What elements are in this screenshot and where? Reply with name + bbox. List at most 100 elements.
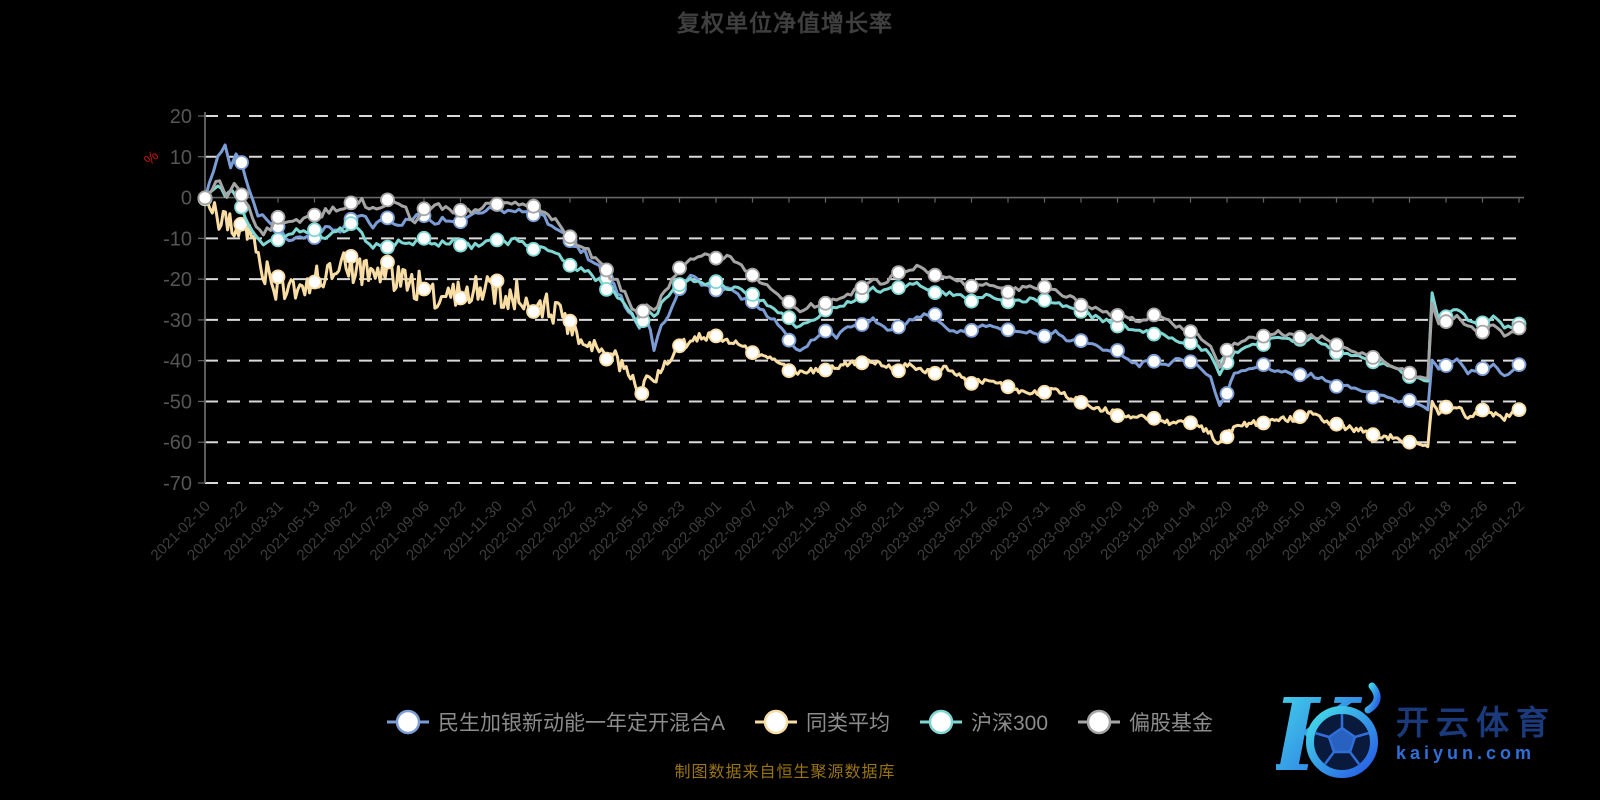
- series-markers-equity-fund[interactable]: [197, 187, 1527, 381]
- data-point-marker[interactable]: [526, 198, 541, 214]
- data-point-marker[interactable]: [781, 332, 797, 348]
- data-point-marker[interactable]: [1438, 358, 1454, 373]
- data-point-marker[interactable]: [1329, 337, 1344, 353]
- data-point-marker[interactable]: [1000, 322, 1016, 338]
- data-point-marker[interactable]: [1146, 353, 1162, 369]
- data-point-marker[interactable]: [1183, 415, 1198, 431]
- data-point-marker[interactable]: [1110, 343, 1125, 358]
- data-point-marker[interactable]: [1146, 326, 1162, 342]
- data-point-marker[interactable]: [745, 345, 760, 361]
- data-point-marker[interactable]: [634, 386, 650, 401]
- data-point-marker[interactable]: [1511, 402, 1527, 418]
- data-point-marker[interactable]: [416, 281, 432, 297]
- data-point-marker[interactable]: [599, 281, 614, 297]
- data-point-marker[interactable]: [1000, 284, 1016, 300]
- data-point-marker[interactable]: [854, 280, 870, 296]
- data-point-marker[interactable]: [1365, 389, 1381, 405]
- data-point-marker[interactable]: [307, 274, 322, 290]
- data-point-marker[interactable]: [1183, 324, 1198, 340]
- data-point-marker[interactable]: [526, 241, 541, 257]
- legend-item-fund[interactable]: 民生加银新动能一年定开混合A: [386, 707, 725, 737]
- data-point-marker[interactable]: [1146, 410, 1162, 426]
- data-point-marker[interactable]: [891, 265, 906, 281]
- data-point-marker[interactable]: [781, 310, 797, 326]
- data-point-marker[interactable]: [927, 285, 943, 301]
- data-point-marker[interactable]: [891, 319, 906, 335]
- data-point-marker[interactable]: [854, 317, 870, 332]
- data-point-marker[interactable]: [453, 237, 468, 253]
- data-point-marker[interactable]: [307, 222, 322, 238]
- data-point-marker[interactable]: [708, 328, 724, 344]
- data-point-marker[interactable]: [562, 313, 578, 329]
- data-point-marker[interactable]: [964, 375, 979, 391]
- data-point-marker[interactable]: [234, 155, 249, 170]
- data-point-marker[interactable]: [1219, 386, 1235, 401]
- data-point-marker[interactable]: [489, 273, 505, 289]
- data-point-marker[interactable]: [343, 195, 359, 211]
- data-point-marker[interactable]: [453, 290, 468, 306]
- data-point-marker[interactable]: [1037, 328, 1052, 344]
- data-point-marker[interactable]: [708, 274, 724, 290]
- legend-item-peer-average[interactable]: 同类平均: [754, 707, 890, 737]
- data-point-marker[interactable]: [562, 257, 578, 273]
- data-point-marker[interactable]: [1438, 399, 1454, 415]
- data-point-marker[interactable]: [964, 293, 979, 309]
- data-point-marker[interactable]: [380, 210, 395, 226]
- data-point-marker[interactable]: [1110, 307, 1125, 323]
- data-point-marker[interactable]: [270, 269, 286, 285]
- data-point-marker[interactable]: [1292, 367, 1308, 383]
- data-point-marker[interactable]: [1292, 329, 1308, 345]
- data-point-marker[interactable]: [927, 267, 943, 283]
- data-point-marker[interactable]: [234, 187, 249, 203]
- data-point-marker[interactable]: [964, 278, 979, 294]
- data-point-marker[interactable]: [1292, 409, 1308, 425]
- data-point-marker[interactable]: [1219, 342, 1235, 358]
- data-point-marker[interactable]: [1475, 324, 1490, 340]
- data-point-marker[interactable]: [1073, 394, 1089, 410]
- data-point-marker[interactable]: [818, 362, 833, 378]
- data-point-marker[interactable]: [818, 295, 833, 311]
- data-point-marker[interactable]: [1073, 297, 1089, 313]
- data-point-marker[interactable]: [1037, 384, 1052, 400]
- data-point-marker[interactable]: [1256, 328, 1271, 344]
- data-point-marker[interactable]: [1365, 349, 1381, 365]
- data-point-marker[interactable]: [1000, 379, 1016, 395]
- data-point-marker[interactable]: [745, 286, 760, 302]
- data-point-marker[interactable]: [818, 323, 833, 339]
- data-point-marker[interactable]: [489, 232, 505, 248]
- data-point-marker[interactable]: [343, 248, 359, 264]
- data-point-marker[interactable]: [672, 338, 687, 354]
- data-point-marker[interactable]: [1037, 292, 1052, 308]
- data-point-marker[interactable]: [197, 190, 213, 206]
- data-point-marker[interactable]: [672, 260, 687, 276]
- data-point-marker[interactable]: [781, 363, 797, 379]
- data-point-marker[interactable]: [1329, 416, 1344, 432]
- data-point-marker[interactable]: [1256, 357, 1271, 373]
- data-point-marker[interactable]: [1438, 314, 1454, 330]
- data-point-marker[interactable]: [854, 355, 870, 371]
- data-point-marker[interactable]: [1365, 427, 1381, 443]
- data-point-marker[interactable]: [927, 307, 943, 322]
- data-point-marker[interactable]: [489, 196, 505, 212]
- data-point-marker[interactable]: [1402, 393, 1417, 408]
- data-point-marker[interactable]: [708, 250, 724, 266]
- data-point-marker[interactable]: [270, 209, 286, 225]
- data-point-marker[interactable]: [1037, 279, 1052, 295]
- data-point-marker[interactable]: [1256, 415, 1271, 431]
- data-point-marker[interactable]: [343, 216, 359, 232]
- data-point-marker[interactable]: [672, 277, 687, 292]
- data-point-marker[interactable]: [416, 201, 432, 217]
- data-point-marker[interactable]: [416, 230, 432, 246]
- data-point-marker[interactable]: [1475, 361, 1490, 377]
- legend-item-csi300[interactable]: 沪深300: [919, 707, 1048, 737]
- data-point-marker[interactable]: [1511, 320, 1527, 336]
- data-point-marker[interactable]: [1183, 354, 1198, 370]
- data-point-marker[interactable]: [891, 280, 906, 296]
- data-point-marker[interactable]: [1475, 402, 1490, 418]
- data-point-marker[interactable]: [1402, 365, 1417, 381]
- data-point-marker[interactable]: [307, 207, 322, 223]
- data-point-marker[interactable]: [635, 303, 651, 319]
- data-point-marker[interactable]: [891, 363, 906, 379]
- data-point-marker[interactable]: [1110, 408, 1125, 424]
- data-point-marker[interactable]: [781, 294, 797, 310]
